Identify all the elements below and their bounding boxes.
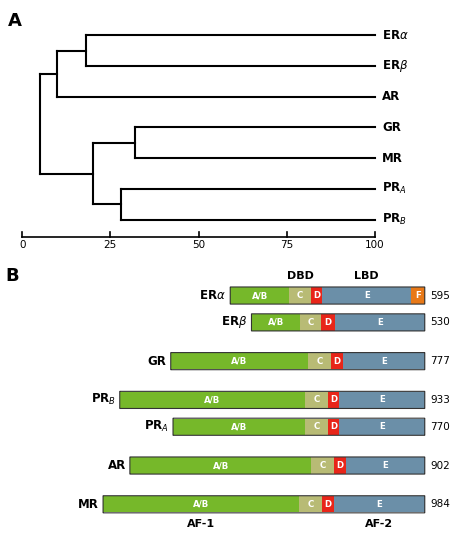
Bar [334, 314, 425, 330]
Text: C: C [297, 291, 303, 300]
Bar [308, 353, 331, 370]
Text: E: E [364, 291, 369, 300]
Text: E: E [379, 422, 385, 431]
Bar [305, 419, 328, 435]
Text: 530: 530 [430, 317, 450, 328]
Text: 25: 25 [104, 240, 117, 250]
Bar [334, 457, 346, 474]
Text: 770: 770 [430, 422, 450, 432]
Bar [120, 392, 305, 408]
Text: ER$\alpha$: ER$\alpha$ [382, 29, 409, 42]
Text: A/B: A/B [231, 357, 248, 366]
Text: 902: 902 [430, 461, 450, 471]
Bar [346, 457, 425, 474]
Text: B: B [5, 267, 19, 285]
Text: C: C [313, 422, 320, 431]
Bar [289, 287, 311, 304]
Text: GR: GR [382, 121, 401, 134]
Text: A/B: A/B [193, 500, 209, 509]
Text: GR: GR [148, 355, 166, 367]
Text: AR: AR [382, 90, 400, 103]
Bar [331, 353, 343, 370]
Text: A/B: A/B [204, 395, 220, 405]
Text: AR: AR [108, 459, 126, 472]
Text: PR$_B$: PR$_B$ [90, 392, 116, 407]
Text: 777: 777 [430, 356, 450, 366]
Text: 100: 100 [365, 240, 385, 250]
Text: D: D [324, 500, 331, 509]
Bar [322, 496, 333, 513]
Text: PR$_A$: PR$_A$ [144, 419, 169, 434]
Text: MR: MR [382, 152, 403, 165]
Text: A: A [8, 12, 22, 30]
Bar [252, 314, 300, 330]
Text: E: E [377, 318, 382, 327]
Text: A/B: A/B [212, 461, 229, 470]
Text: A/B: A/B [231, 422, 247, 431]
Text: 595: 595 [430, 291, 450, 301]
Bar [230, 287, 289, 304]
Text: C: C [308, 318, 314, 327]
Text: E: E [381, 357, 387, 366]
Bar [173, 419, 305, 435]
Bar [323, 287, 411, 304]
Bar [333, 496, 425, 513]
Text: D: D [324, 318, 332, 327]
Text: E: E [382, 461, 388, 470]
Bar [343, 353, 425, 370]
Bar [328, 392, 339, 408]
Bar [305, 392, 328, 408]
Text: 933: 933 [430, 395, 450, 405]
Text: 50: 50 [192, 240, 205, 250]
Text: F: F [415, 291, 421, 300]
Text: AF-2: AF-2 [365, 519, 393, 529]
Text: 984: 984 [430, 499, 450, 509]
Text: A/B: A/B [252, 291, 268, 300]
Bar [300, 314, 321, 330]
Text: ER$\alpha$: ER$\alpha$ [199, 289, 226, 302]
Bar [328, 419, 339, 435]
Text: DBD: DBD [287, 271, 314, 281]
Bar [321, 314, 334, 330]
Text: 75: 75 [280, 240, 293, 250]
Bar [339, 419, 425, 435]
Text: D: D [333, 357, 341, 366]
Text: E: E [379, 395, 385, 405]
Bar [103, 496, 299, 513]
Text: C: C [316, 357, 323, 366]
Bar [130, 457, 311, 474]
Text: D: D [330, 395, 337, 405]
Bar [411, 287, 425, 304]
Text: E: E [376, 500, 382, 509]
Text: ER$\beta$: ER$\beta$ [382, 58, 408, 74]
Text: C: C [307, 500, 314, 509]
Bar [171, 353, 308, 370]
Bar [299, 496, 322, 513]
Text: C: C [320, 461, 326, 470]
Text: 0: 0 [19, 240, 25, 250]
Text: PR$_A$: PR$_A$ [382, 181, 407, 196]
Text: LBD: LBD [355, 271, 379, 281]
Text: D: D [336, 461, 343, 470]
Text: D: D [313, 291, 320, 300]
Bar [339, 392, 425, 408]
Bar [311, 457, 334, 474]
Text: C: C [313, 395, 320, 405]
Text: PR$_B$: PR$_B$ [382, 212, 407, 227]
Text: D: D [330, 422, 337, 431]
Bar [311, 287, 323, 304]
Text: ER$\beta$: ER$\beta$ [221, 314, 248, 330]
Text: MR: MR [78, 498, 99, 511]
Text: AF-1: AF-1 [187, 519, 215, 529]
Text: A/B: A/B [268, 318, 284, 327]
